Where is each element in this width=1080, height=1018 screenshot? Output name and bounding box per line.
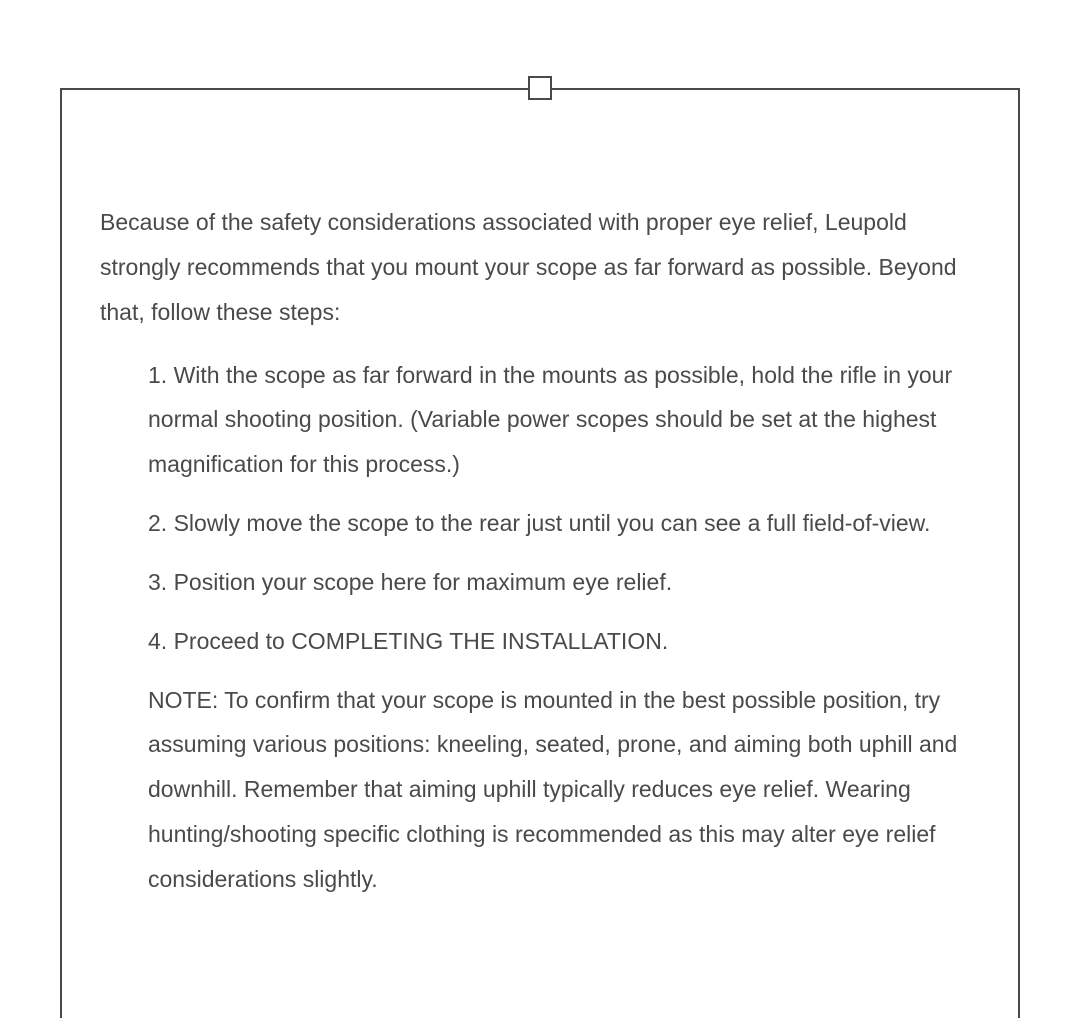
note-paragraph: NOTE: To confirm that your scope is moun… bbox=[100, 678, 980, 902]
intro-paragraph: Because of the safety considerations ass… bbox=[100, 200, 980, 335]
steps-list: 1. With the scope as far forward in the … bbox=[100, 353, 980, 664]
step-4: 4. Proceed to COMPLETING THE INSTALLATIO… bbox=[148, 619, 980, 664]
page-number-box bbox=[528, 76, 552, 100]
step-2: 2. Slowly move the scope to the rear jus… bbox=[148, 501, 980, 546]
step-1: 1. With the scope as far forward in the … bbox=[148, 353, 980, 488]
step-3: 3. Position your scope here for maximum … bbox=[148, 560, 980, 605]
document-body: Because of the safety considerations ass… bbox=[100, 200, 980, 902]
